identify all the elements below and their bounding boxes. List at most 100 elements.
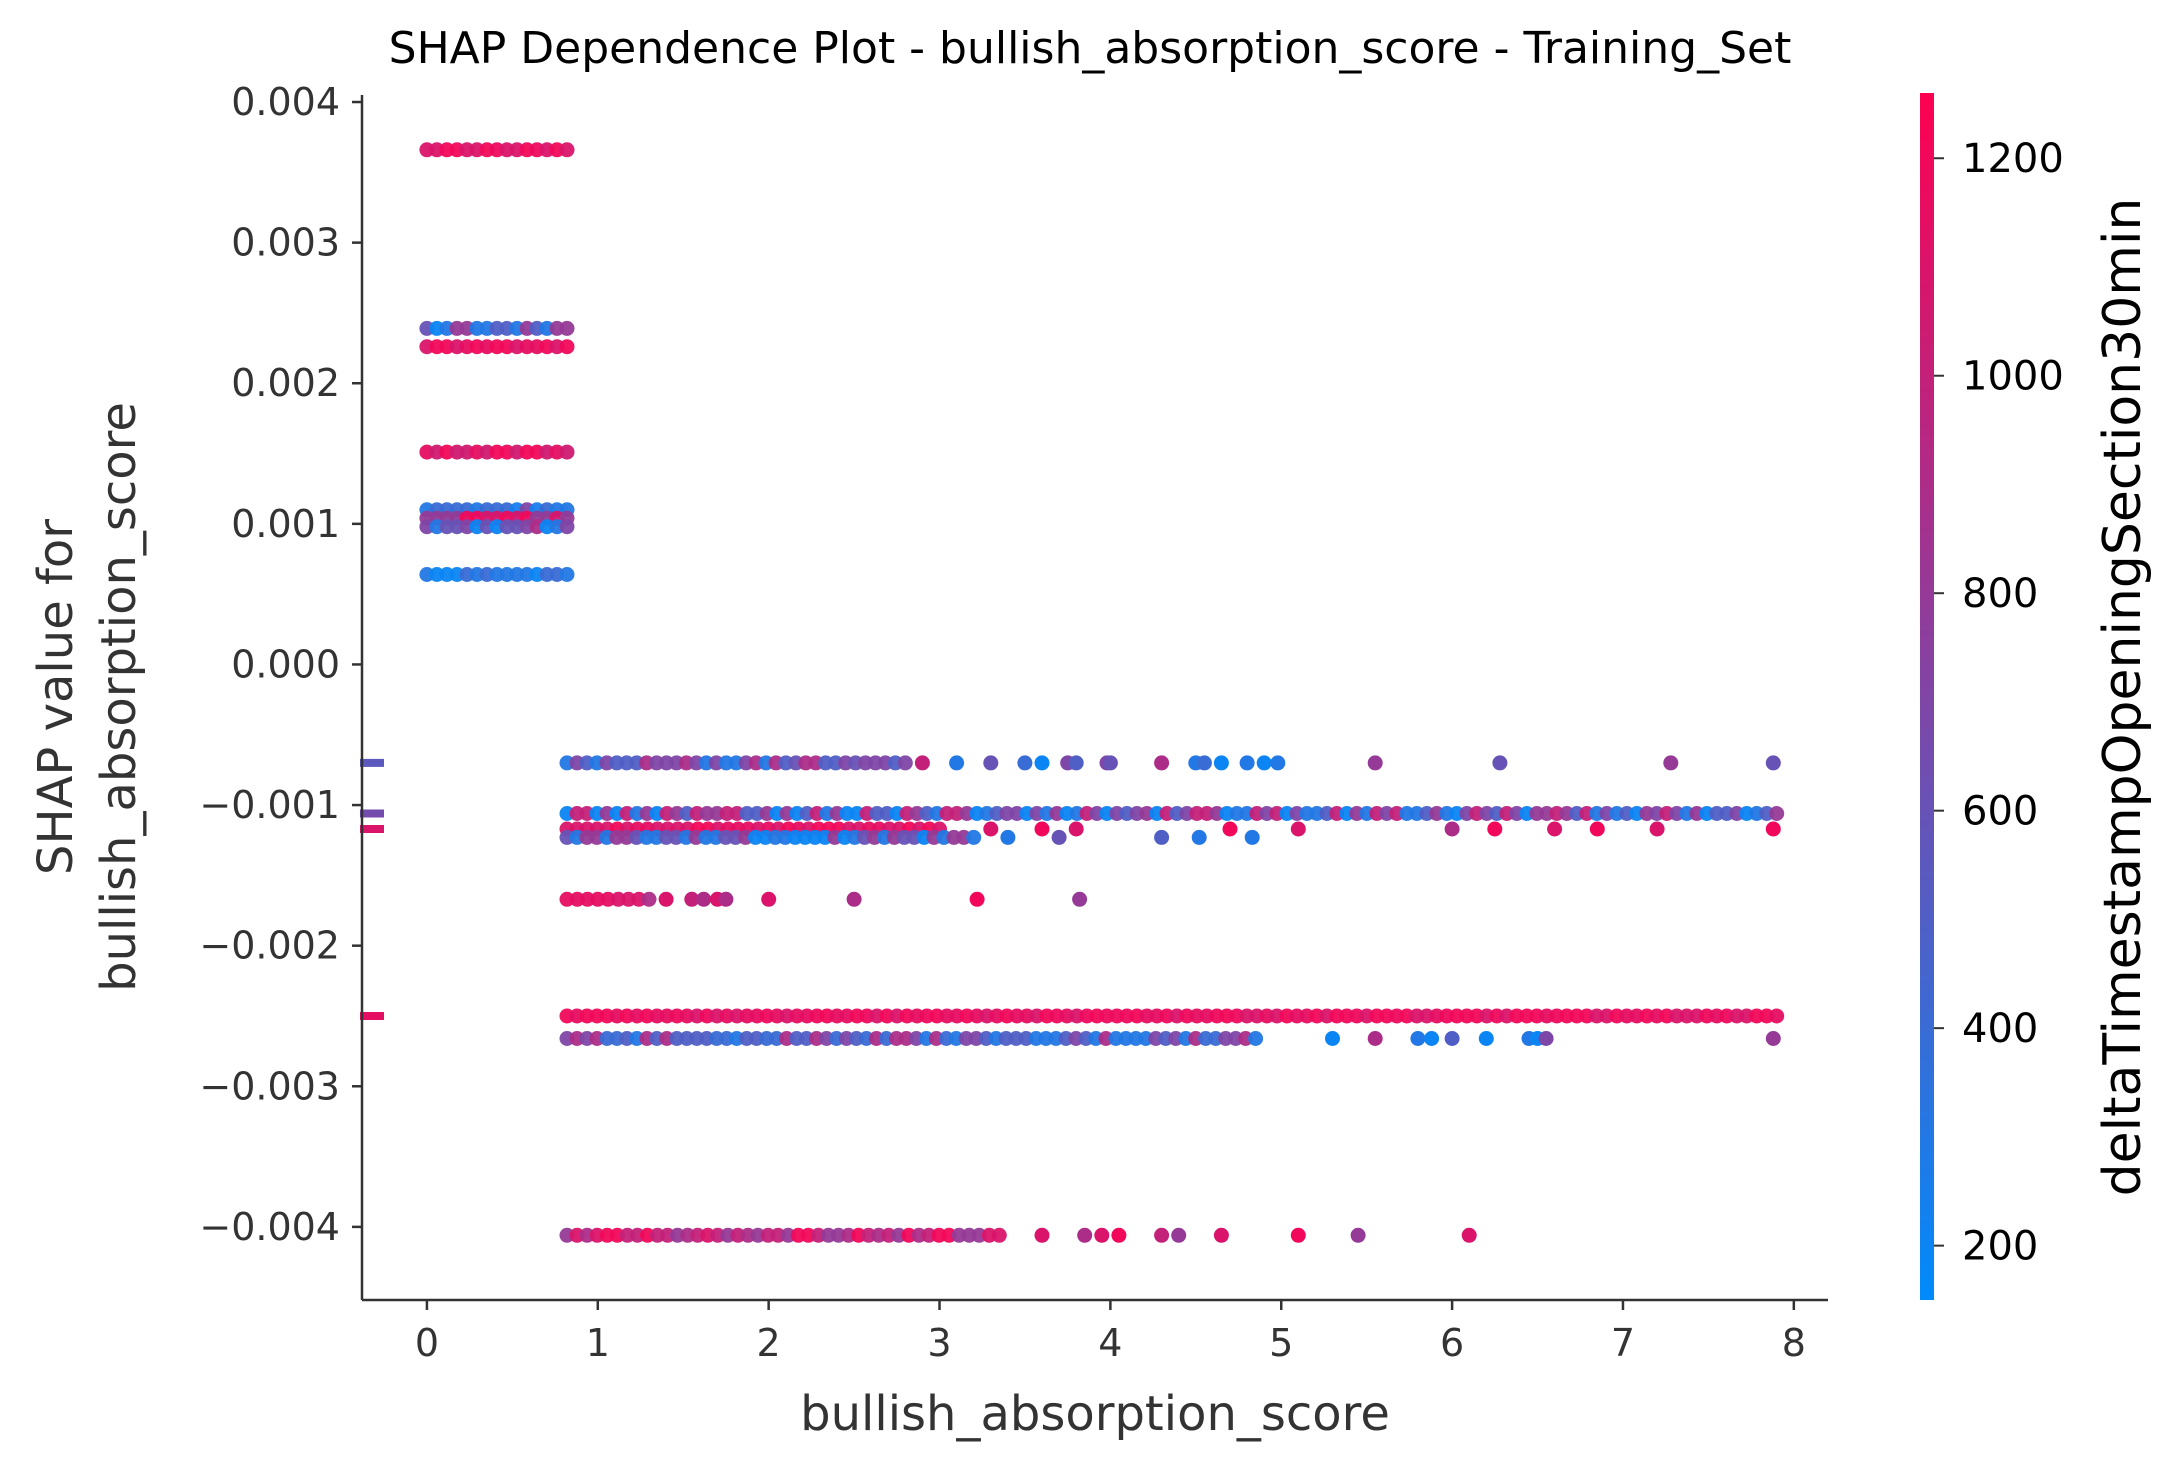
- y-axis-label-line-2: bullish_absorption_score: [91, 402, 147, 992]
- scatter-point: [1367, 1031, 1383, 1046]
- x-axis-ticks: 0 1 2 3 4 5 6 7 8: [415, 1300, 1806, 1365]
- scatter-point: [559, 320, 575, 336]
- colorbar-label: deltaTimestampOpeningSection30min: [2093, 198, 2153, 1197]
- scatter-point: [914, 755, 930, 771]
- scatter-point: [1350, 1227, 1366, 1243]
- y-axis-label-line-1: SHAP value for: [28, 519, 84, 875]
- scatter-point: [1663, 755, 1679, 771]
- scatter-point: [1102, 755, 1118, 771]
- scatter-point: [1034, 821, 1050, 837]
- x-tick-label: 4: [1098, 1321, 1122, 1365]
- colorbar-ticks: 200 400 600 800 1000 1200: [1934, 136, 2064, 1270]
- scatter-point: [1196, 755, 1212, 771]
- x-axis-label: bullish_absorption_score: [800, 1386, 1390, 1442]
- scatter-point: [969, 891, 985, 907]
- scatter-point: [1068, 821, 1084, 837]
- colorbar-tick-label: 400: [1962, 1006, 2038, 1052]
- scatter-point: [1589, 821, 1605, 837]
- colorbar-gradient: [1920, 93, 1934, 1300]
- scatter-point: [1222, 821, 1238, 837]
- x-tick-label: 5: [1269, 1321, 1293, 1365]
- missing-value-markers: [360, 758, 384, 1020]
- scatter-point: [1461, 1227, 1477, 1243]
- scatter-point: [1367, 755, 1383, 771]
- missing-value-marker: [360, 758, 384, 767]
- colorbar-tick-label: 1000: [1962, 354, 2064, 400]
- scatter-point: [1256, 755, 1272, 771]
- scatter-point: [1094, 1227, 1110, 1243]
- scatter-point: [949, 755, 965, 771]
- scatter-point: [600, 891, 616, 907]
- scatter-point: [1213, 1227, 1229, 1243]
- missing-value-marker: [360, 809, 384, 818]
- y-tick-label: −0.003: [199, 1064, 340, 1108]
- scatter-point: [1051, 829, 1067, 845]
- colorbar: 200 400 600 800 1000 1200 deltaTimestampOpeni…: [1920, 93, 2153, 1300]
- scatter-point: [983, 755, 999, 771]
- y-tick-label: 0.000: [231, 642, 340, 686]
- chart-title: SHAP Dependence Plot - bullish_absorptio…: [389, 23, 1792, 74]
- scatter-point: [1270, 755, 1286, 771]
- x-tick-label: 7: [1611, 1321, 1635, 1365]
- scatter-point: [966, 829, 982, 845]
- scatter-point: [1769, 806, 1785, 821]
- colorbar-tick-label: 600: [1962, 789, 2038, 835]
- y-axis-label: SHAP value for bullish_absorption_score: [28, 402, 147, 992]
- scatter-point: [1487, 821, 1503, 837]
- scatter-point: [559, 891, 575, 907]
- x-tick-label: 1: [586, 1321, 610, 1365]
- y-tick-label: 0.001: [231, 502, 340, 546]
- scatter-point: [1325, 1031, 1340, 1046]
- scatter-point: [983, 821, 999, 837]
- missing-value-marker: [360, 825, 384, 833]
- scatter-point: [1000, 829, 1016, 845]
- scatter-point: [1154, 829, 1170, 845]
- scatter-point: [991, 1227, 1007, 1243]
- scatter-point: [1191, 829, 1207, 845]
- scatter-point: [1017, 755, 1033, 771]
- y-tick-label: 0.002: [231, 361, 340, 405]
- scatter-point: [1765, 821, 1781, 837]
- scatter-point: [559, 339, 575, 355]
- scatter-point: [559, 444, 575, 460]
- x-tick-label: 2: [757, 1321, 781, 1365]
- scatter-points: [419, 142, 1785, 1243]
- scatter-point: [1765, 755, 1781, 771]
- y-tick-label: −0.002: [199, 924, 340, 968]
- scatter-point: [1034, 755, 1050, 771]
- scatter-point: [580, 891, 595, 907]
- scatter-point: [1444, 1031, 1460, 1046]
- scatter-point: [1547, 821, 1563, 837]
- y-tick-label: −0.004: [199, 1205, 340, 1249]
- scatter-point: [846, 891, 862, 907]
- scatter-point: [718, 891, 734, 907]
- x-tick-label: 0: [415, 1321, 439, 1365]
- scatter-point: [1765, 1031, 1781, 1046]
- scatter-point: [696, 891, 712, 907]
- scatter-point: [1213, 755, 1229, 771]
- scatter-point: [1478, 1031, 1494, 1046]
- y-tick-label: 0.004: [231, 80, 340, 124]
- scatter-point: [1410, 1031, 1426, 1046]
- x-tick-label: 3: [927, 1321, 951, 1365]
- scatter-point: [559, 567, 575, 582]
- scatter-point: [1492, 755, 1508, 771]
- axes: 0 1 2 3 4 5 6 7 8 0.004 0.003 0.002 0.001 0.000 −0.00…: [199, 80, 1828, 1365]
- scatter-point: [1424, 1031, 1440, 1046]
- scatter-point: [897, 755, 913, 771]
- scatter-point: [761, 891, 777, 907]
- x-tick-label: 8: [1782, 1321, 1806, 1365]
- scatter-point: [1077, 1227, 1093, 1243]
- scatter-point: [1154, 1227, 1170, 1243]
- scatter-point: [621, 891, 636, 907]
- scatter-point: [658, 891, 674, 907]
- scatter-point: [1068, 755, 1084, 771]
- x-tick-label: 6: [1440, 1321, 1464, 1365]
- colorbar-tick-label: 200: [1962, 1224, 2038, 1270]
- scatter-point: [1444, 821, 1460, 837]
- missing-value-marker: [360, 1012, 384, 1020]
- scatter-point: [1290, 821, 1306, 837]
- scatter-point: [1111, 1227, 1127, 1243]
- y-axis-ticks: 0.004 0.003 0.002 0.001 0.000 −0.001 −0.002 −0.…: [199, 80, 362, 1249]
- scatter-point: [1239, 755, 1255, 771]
